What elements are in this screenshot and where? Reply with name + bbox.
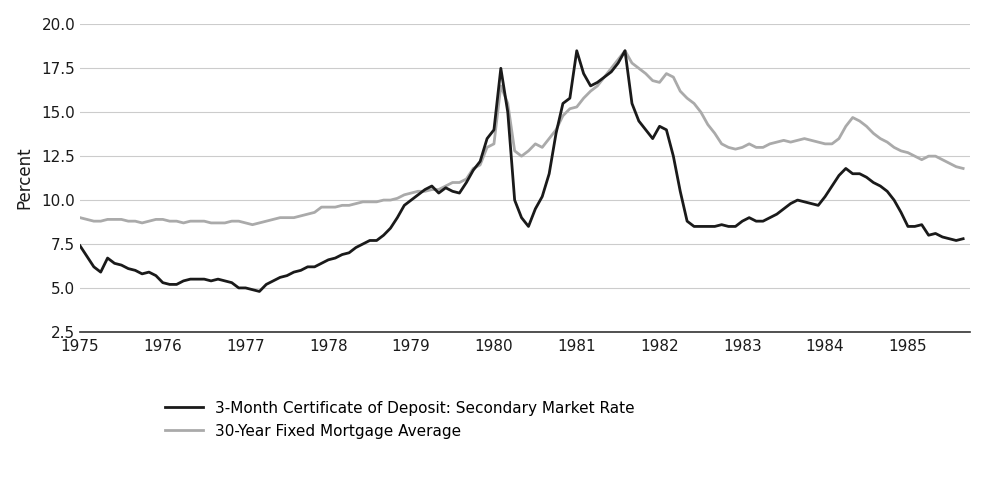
Legend: 3-Month Certificate of Deposit: Secondary Market Rate, 30-Year Fixed Mortgage Av: 3-Month Certificate of Deposit: Secondar… [159,395,641,445]
Y-axis label: Percent: Percent [15,147,33,209]
